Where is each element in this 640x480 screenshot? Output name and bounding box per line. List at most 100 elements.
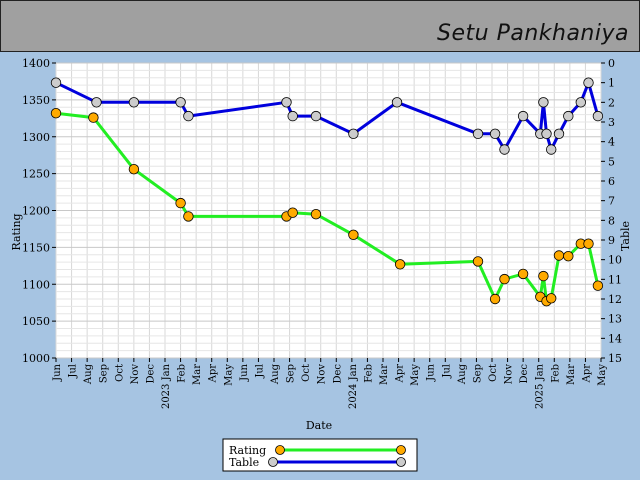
x-tick-label: Oct bbox=[114, 364, 125, 382]
series-point-rating bbox=[489, 293, 501, 305]
series-point-table bbox=[348, 128, 359, 140]
series-point-rating bbox=[128, 163, 140, 175]
series-point-table bbox=[183, 110, 194, 122]
series-point-rating bbox=[287, 207, 298, 218]
y2-tick-label: 9 bbox=[608, 234, 615, 247]
series-point-table bbox=[575, 97, 587, 108]
series-point-rating bbox=[348, 229, 359, 241]
y2-tick-label: 5 bbox=[608, 155, 615, 168]
y-tick-label: 1400 bbox=[22, 57, 50, 70]
x-tick-label: Sep bbox=[472, 364, 483, 383]
x-tick-label: Aug bbox=[270, 363, 281, 385]
series-point-table bbox=[499, 144, 510, 155]
x-tick-label: Aug bbox=[457, 363, 468, 385]
y-tick-label: 1350 bbox=[22, 94, 50, 107]
y-axis-ticks: 1000 1050 1100 1150 1200 1250 1300 1350 1400 bbox=[22, 57, 56, 365]
y-tick-label: 1100 bbox=[22, 278, 50, 291]
x-tick-label: Jul bbox=[68, 364, 79, 379]
series-point-table bbox=[50, 77, 62, 88]
x-tick-label: Feb bbox=[177, 364, 188, 383]
y-tick-label: 1200 bbox=[22, 205, 50, 218]
x-tick-label: 2023 Jan bbox=[161, 363, 172, 409]
x-tick-label: Jul bbox=[254, 364, 265, 379]
x-tick-label: May bbox=[223, 364, 234, 386]
y2-tick-label: 4 bbox=[608, 136, 615, 149]
y2-tick-label: 1 bbox=[608, 77, 615, 90]
y2-tick-label: 6 bbox=[608, 175, 615, 188]
series-point-table bbox=[553, 128, 565, 140]
x-tick-label: May bbox=[597, 364, 608, 386]
x-tick-label: 2025 Jan bbox=[535, 363, 546, 409]
series-point-rating bbox=[50, 107, 62, 119]
y2-tick-label: 2 bbox=[608, 96, 615, 109]
series-point-table bbox=[546, 144, 557, 155]
series-point-rating bbox=[583, 238, 594, 249]
x-tick-label: Oct bbox=[301, 364, 312, 382]
series-point-table bbox=[128, 97, 140, 108]
series-point-rating bbox=[310, 208, 322, 220]
x-axis-label: Date bbox=[306, 419, 332, 432]
series-point-rating bbox=[472, 256, 484, 267]
series-point-table bbox=[391, 97, 403, 108]
y-tick-label: 1000 bbox=[22, 352, 50, 365]
legend-marker-rating-right bbox=[396, 445, 406, 455]
y2-tick-label: 3 bbox=[608, 116, 615, 129]
series-point-rating bbox=[183, 211, 194, 222]
series-point-table bbox=[175, 97, 186, 108]
x-tick-label: Dec bbox=[332, 364, 343, 384]
header-bar: Setu Pankhaniya bbox=[0, 0, 640, 52]
series-point-rating bbox=[553, 250, 565, 261]
series-point-table bbox=[592, 110, 604, 122]
series-point-rating bbox=[175, 197, 186, 209]
x-tick-label: Feb bbox=[363, 364, 374, 383]
series-layer bbox=[50, 77, 604, 307]
grid bbox=[55, 62, 602, 359]
y-tick-label: 1050 bbox=[22, 315, 50, 328]
series-point-table bbox=[91, 97, 102, 108]
series-point-table bbox=[538, 97, 549, 108]
x-tick-label: Mar bbox=[379, 364, 390, 385]
series-point-rating bbox=[592, 280, 604, 291]
y2-tick-label: 10 bbox=[608, 254, 622, 267]
legend: Rating Table bbox=[222, 438, 418, 472]
y2-axis-label: Table bbox=[619, 221, 632, 251]
x-tick-label: Dec bbox=[145, 364, 156, 384]
y2-tick-label: 8 bbox=[608, 214, 615, 227]
y-tick-label: 1250 bbox=[22, 168, 50, 181]
page-title: Setu Pankhaniya bbox=[437, 21, 629, 46]
y-tick-label: 1150 bbox=[22, 241, 50, 254]
y-axis-label: Rating bbox=[10, 213, 23, 250]
x-tick-label: Sep bbox=[286, 364, 297, 383]
y-tick-label: 1300 bbox=[22, 131, 50, 144]
series-point-rating bbox=[394, 259, 406, 270]
series-point-table bbox=[517, 110, 529, 122]
x-tick-label: 2024 Jan bbox=[348, 363, 359, 409]
series-point-rating bbox=[563, 251, 574, 262]
y2-tick-label: 11 bbox=[608, 273, 622, 286]
x-tick-label: Apr bbox=[581, 364, 592, 384]
x-tick-label: Oct bbox=[488, 364, 499, 382]
x-tick-label: Apr bbox=[208, 364, 219, 384]
series-point-rating bbox=[538, 270, 549, 282]
x-tick-label: Nov bbox=[504, 364, 515, 385]
x-axis-ticks: Jun Jul Aug Sep Oct Nov Dec 2023 Jan Feb Mar Apr Ma… bbox=[52, 358, 608, 409]
x-tick-label: Dec bbox=[519, 364, 530, 384]
legend-box bbox=[222, 438, 418, 472]
y2-tick-label: 7 bbox=[608, 195, 615, 208]
x-tick-label: Nov bbox=[130, 364, 141, 385]
series-point-rating bbox=[88, 112, 99, 123]
series-point-table bbox=[472, 128, 484, 140]
x-tick-label: Sep bbox=[99, 364, 110, 383]
series-point-table bbox=[310, 110, 322, 122]
y2-tick-label: 15 bbox=[608, 352, 622, 365]
x-tick-label: Apr bbox=[395, 364, 406, 384]
legend-marker-rating-left bbox=[275, 445, 285, 455]
series-point-rating bbox=[499, 273, 510, 285]
y2-tick-label: 13 bbox=[608, 313, 622, 326]
y2-tick-label: 0 bbox=[608, 57, 615, 70]
x-tick-label: Jul bbox=[441, 364, 452, 379]
y2-tick-label: 14 bbox=[608, 332, 622, 345]
series-point-table bbox=[583, 77, 594, 88]
